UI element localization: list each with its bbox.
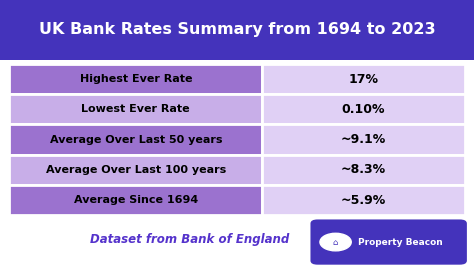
FancyBboxPatch shape (262, 155, 465, 185)
FancyBboxPatch shape (262, 64, 465, 94)
FancyBboxPatch shape (9, 155, 262, 185)
Text: Lowest Ever Rate: Lowest Ever Rate (82, 104, 190, 114)
FancyBboxPatch shape (9, 94, 262, 124)
Text: 17%: 17% (348, 73, 378, 85)
FancyBboxPatch shape (310, 219, 467, 265)
Text: Average Over Last 100 years: Average Over Last 100 years (46, 165, 226, 175)
FancyBboxPatch shape (262, 124, 465, 155)
FancyBboxPatch shape (262, 185, 465, 215)
Text: ⌂: ⌂ (333, 238, 338, 247)
Text: Highest Ever Rate: Highest Ever Rate (80, 74, 192, 84)
Text: 0.10%: 0.10% (342, 103, 385, 116)
Text: Property Beacon: Property Beacon (358, 238, 443, 247)
Text: Average Over Last 50 years: Average Over Last 50 years (49, 135, 222, 145)
Text: ~5.9%: ~5.9% (341, 194, 386, 207)
FancyBboxPatch shape (9, 124, 262, 155)
Text: UK Bank Rates Summary from 1694 to 2023: UK Bank Rates Summary from 1694 to 2023 (39, 22, 435, 38)
FancyBboxPatch shape (9, 64, 262, 94)
Text: Dataset from Bank of England: Dataset from Bank of England (90, 233, 289, 246)
Text: Average Since 1694: Average Since 1694 (73, 195, 198, 205)
Text: ~9.1%: ~9.1% (341, 133, 386, 146)
FancyBboxPatch shape (262, 94, 465, 124)
FancyBboxPatch shape (0, 0, 474, 60)
Circle shape (320, 233, 351, 251)
FancyBboxPatch shape (9, 185, 262, 215)
Text: ~8.3%: ~8.3% (341, 164, 386, 176)
